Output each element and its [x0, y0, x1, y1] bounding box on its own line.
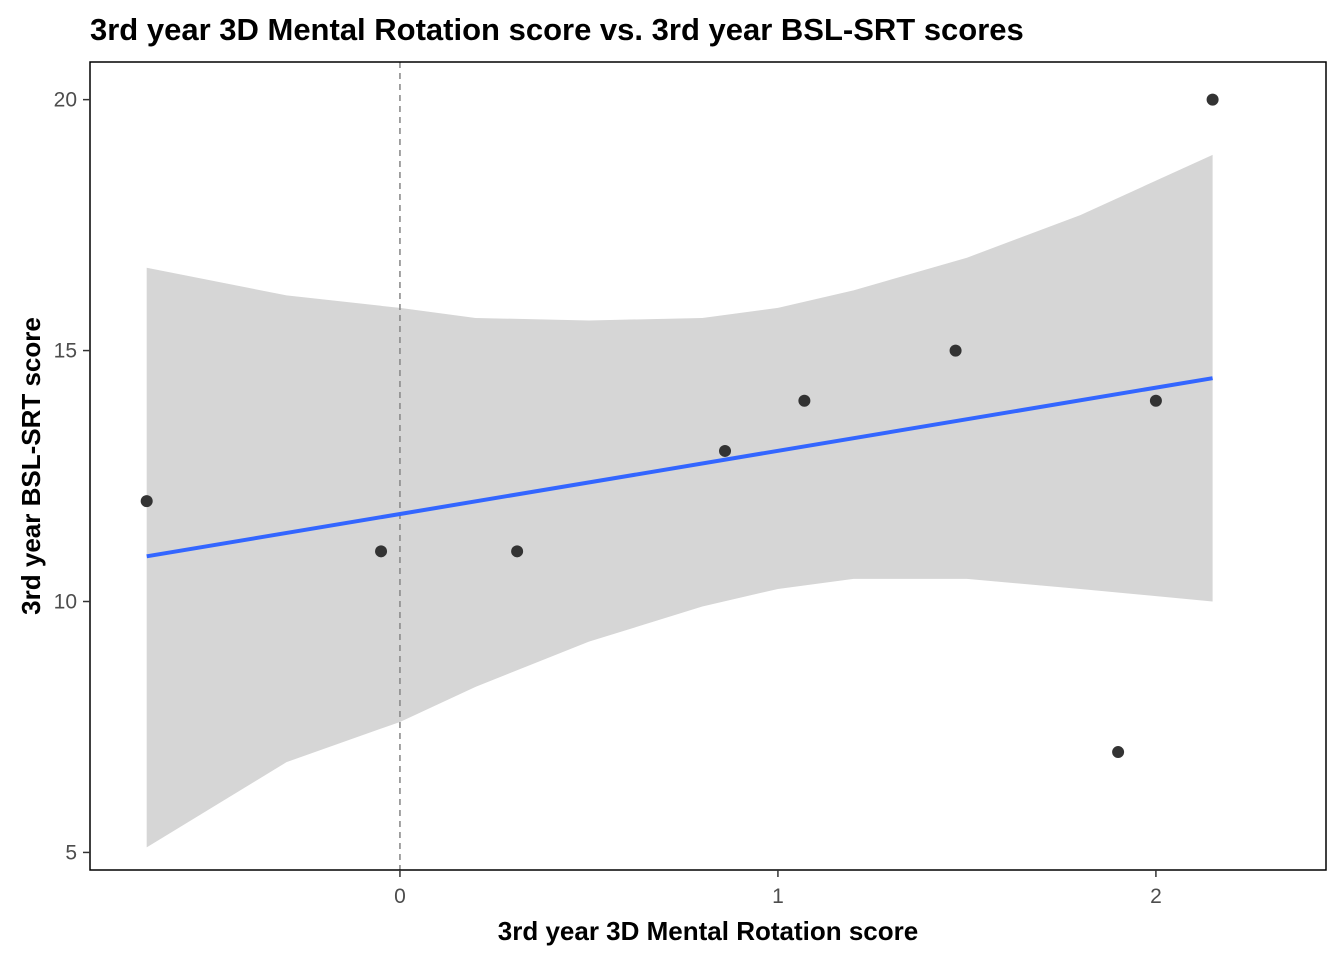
data-point — [141, 495, 153, 507]
x-axis-title: 3rd year 3D Mental Rotation score — [498, 916, 918, 946]
data-point — [719, 445, 731, 457]
y-tick-label: 15 — [54, 340, 77, 363]
x-tick-label: 1 — [772, 885, 784, 908]
y-tick-label: 20 — [54, 89, 77, 112]
data-point — [1112, 746, 1124, 758]
confidence-band — [147, 155, 1213, 848]
x-axis: 0 1 2 — [394, 870, 1162, 908]
data-point — [798, 395, 810, 407]
x-tick-label: 0 — [394, 885, 406, 908]
chart-title: 3rd year 3D Mental Rotation score vs. 3r… — [90, 12, 1024, 47]
y-axis-title: 3rd year BSL-SRT score — [16, 317, 46, 615]
y-axis: 5 10 15 20 — [54, 89, 90, 865]
confidence-band-area — [147, 155, 1213, 848]
x-tick-label: 2 — [1150, 885, 1162, 908]
data-point — [375, 545, 387, 557]
data-point — [950, 345, 962, 357]
data-point — [511, 545, 523, 557]
data-point — [1150, 395, 1162, 407]
y-tick-label: 10 — [54, 591, 77, 614]
y-tick-label: 5 — [65, 841, 77, 864]
data-point — [1207, 94, 1219, 106]
